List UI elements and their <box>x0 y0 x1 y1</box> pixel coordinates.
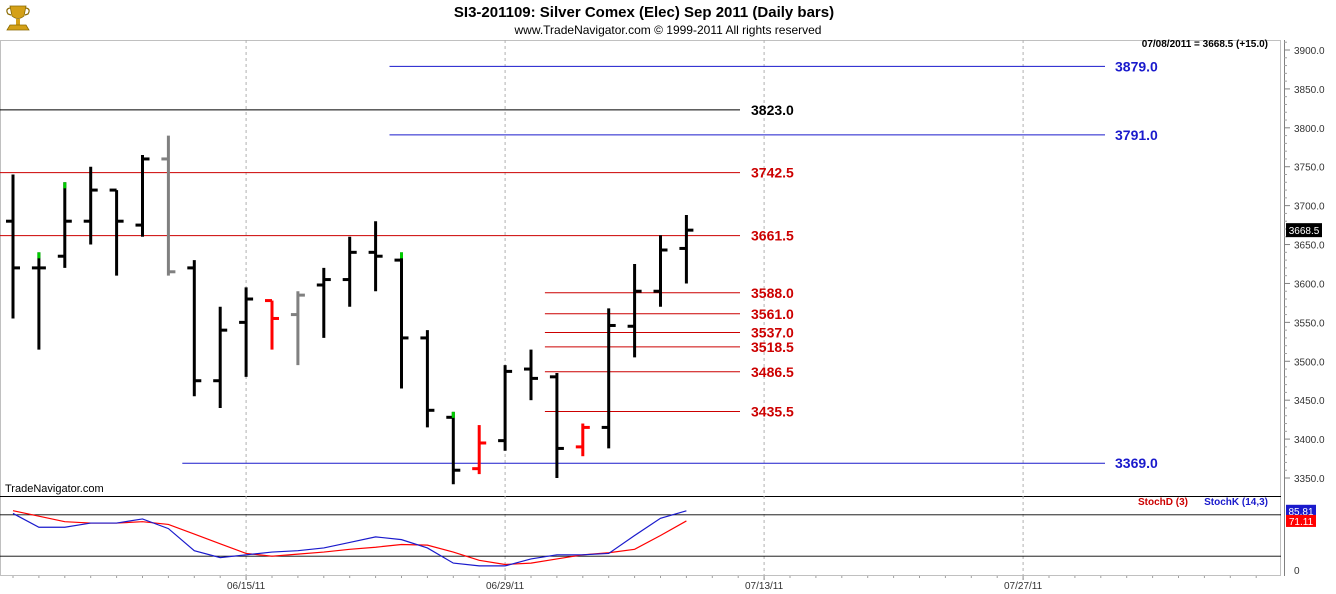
price-axis: 3900.0 3850.0 3800.0 3750.0 3700.0 3650.0 3600… <box>1284 41 1325 485</box>
current-price-label: 3668.5 <box>1289 226 1320 237</box>
grid-lines <box>245 40 1024 576</box>
watermark: TradeNavigator.com <box>5 483 104 495</box>
ohlc-bar <box>290 291 305 366</box>
copyright-text: www.TradeNavigator.com © 1999-2011 All r… <box>514 23 822 37</box>
ohlc-bar <box>446 411 461 485</box>
ohlc-bar <box>472 425 487 475</box>
ohlc-bar <box>31 252 46 350</box>
ohlc-bar <box>83 166 98 245</box>
level-label: 3661.5 <box>751 228 794 244</box>
level-label: 3879.0 <box>1115 58 1158 74</box>
level-label: 3435.5 <box>751 403 794 419</box>
y-tick-label: 3500.0 <box>1294 357 1325 368</box>
ohlc-bar <box>213 306 228 408</box>
level-lines: 3879.0 3823.0 3791.0 3742.5 3661.5 3588.0 3561… <box>0 58 1158 471</box>
y-tick-label: 3550.0 <box>1294 318 1325 329</box>
ohlc-bar <box>575 423 590 457</box>
ohlc-bar <box>342 236 357 307</box>
stoch-value-label: 85.81 <box>1288 507 1313 518</box>
info-readout: 07/08/2011 = 3668.5 (+15.0) <box>1142 39 1268 50</box>
x-tick-label: 07/13/11 <box>745 581 784 592</box>
y-tick-label: 3350.0 <box>1294 474 1325 485</box>
ohlc-bar <box>627 264 642 358</box>
x-tick-label: 06/15/11 <box>227 581 266 592</box>
ohlc-bar <box>187 260 202 397</box>
ohlc-bar <box>316 267 331 338</box>
level-label: 3791.0 <box>1115 127 1158 143</box>
current-price-tag: 3668.5 <box>1286 223 1322 238</box>
chart-title: SI3-201109: Silver Comex (Elec) Sep 2011… <box>454 4 834 21</box>
y-tick-label: 3800.0 <box>1294 124 1325 135</box>
ohlc-bar <box>524 349 538 401</box>
ohlc-bar <box>601 308 616 449</box>
ohlc-bar <box>679 214 694 284</box>
level-label: 3518.5 <box>751 339 794 355</box>
level-label: 3537.0 <box>751 324 794 340</box>
ohlc-bar <box>265 299 279 350</box>
ohlc-bars <box>6 135 694 485</box>
ohlc-bar <box>57 182 72 268</box>
y-tick-label: 3450.0 <box>1294 396 1325 407</box>
y-tick-label: 3650.0 <box>1294 241 1325 252</box>
stoch-value-tag <box>1286 504 1316 517</box>
ohlc-bar <box>109 188 124 276</box>
ohlc-bar <box>135 155 150 237</box>
legend-stochk: StochK (14,3) <box>1204 497 1268 508</box>
ohlc-bar <box>549 372 564 478</box>
stoch-value-tag <box>1286 514 1316 527</box>
y-tick-label: 3700.0 <box>1294 202 1325 213</box>
level-label: 3561.0 <box>751 306 794 322</box>
y-tick-label: 3600.0 <box>1294 279 1325 290</box>
ohlc-bar <box>498 365 513 451</box>
stoch-tick-label: 0 <box>1294 566 1300 577</box>
level-label: 3823.0 <box>751 102 794 118</box>
y-tick-label: 3850.0 <box>1294 85 1325 96</box>
legend-stochd: StochD (3) <box>1138 497 1188 508</box>
x-tick-label: 07/27/11 <box>1004 581 1043 592</box>
stoch-series-line <box>12 510 687 567</box>
y-tick-label: 3900.0 <box>1294 46 1325 57</box>
stoch-series-line <box>12 510 687 566</box>
level-label: 3369.0 <box>1115 455 1158 471</box>
level-label: 3486.5 <box>751 364 794 380</box>
y-tick-label: 3750.0 <box>1294 163 1325 174</box>
ohlc-bar <box>368 221 383 292</box>
level-label: 3588.0 <box>751 285 794 301</box>
x-tick-label: 06/29/11 <box>486 581 525 592</box>
ohlc-bar <box>6 174 20 319</box>
plot-frame <box>0 40 1281 576</box>
trophy-icon <box>6 5 30 31</box>
level-label: 3742.5 <box>751 165 794 181</box>
stoch-value-label: 71.11 <box>1289 517 1314 528</box>
ohlc-bar <box>420 330 435 428</box>
ohlc-bar <box>653 235 668 307</box>
y-tick-label: 3400.0 <box>1294 435 1325 446</box>
ohlc-bar <box>239 287 254 377</box>
ohlc-bar <box>161 135 176 276</box>
ohlc-bar <box>394 252 409 389</box>
date-axis: 06/15/11 06/29/11 07/13/11 07/27/11 <box>12 576 1257 592</box>
